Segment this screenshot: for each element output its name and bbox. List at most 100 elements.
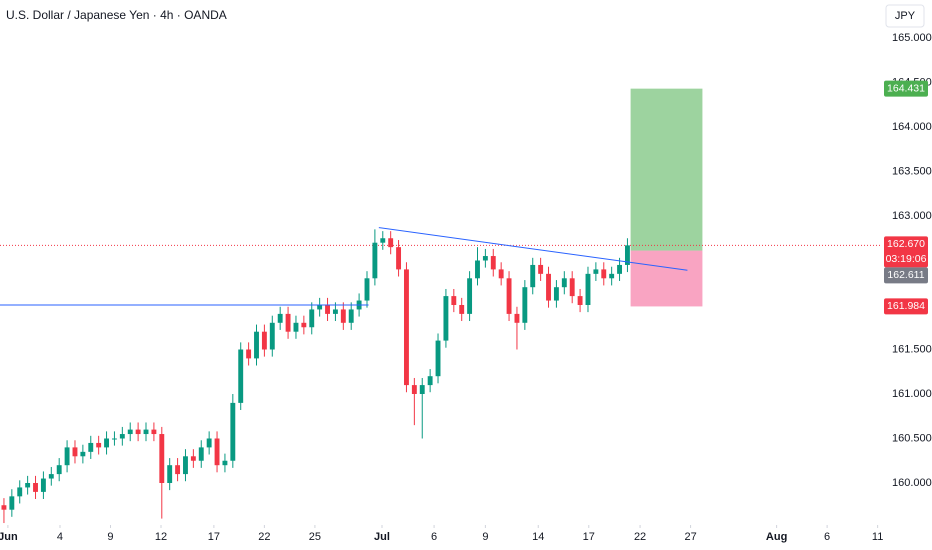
currency-label[interactable]: JPY	[895, 10, 916, 22]
candle-body	[183, 456, 188, 475]
x-tick-label: Jun	[0, 531, 18, 543]
candle-body	[190, 456, 196, 461]
candle-body	[17, 487, 23, 497]
candle-body	[530, 264, 536, 288]
candle-body	[419, 385, 425, 394]
candle-body	[309, 309, 315, 328]
stop-zone	[630, 250, 703, 307]
candle-body	[40, 478, 46, 492]
candle-body	[482, 256, 488, 261]
y-tick-label: 163.500	[892, 165, 932, 177]
y-tick-label: 161.500	[892, 343, 932, 355]
x-tick-label: 27	[684, 531, 696, 543]
candle-body	[254, 331, 259, 359]
candle-body	[380, 238, 386, 243]
candle-body	[1, 505, 7, 510]
x-tick-label: Aug	[766, 531, 787, 543]
candle-body	[332, 309, 338, 314]
candle-body	[451, 296, 457, 305]
candle-body	[459, 304, 465, 314]
candle-body	[80, 451, 86, 457]
chart-title: U.S. Dollar / Japanese Yen · 4h · OANDA	[6, 8, 227, 22]
price-label-bg	[884, 236, 928, 268]
x-tick-label: 22	[634, 531, 646, 543]
candle-body	[238, 349, 244, 403]
candle-body	[104, 438, 109, 448]
x-tick-label: 9	[482, 531, 488, 543]
countdown-label: 03:19:06	[886, 253, 927, 265]
candle-body	[490, 256, 496, 270]
candle-body	[175, 465, 181, 475]
candle-body	[285, 313, 291, 332]
candle-body	[25, 482, 31, 488]
candle-body	[269, 322, 275, 350]
candle-body	[364, 278, 370, 301]
candle-body	[135, 429, 141, 435]
candle-body	[411, 385, 417, 394]
x-tick-label: 17	[583, 531, 595, 543]
candle-body	[159, 434, 165, 483]
x-tick-label: 9	[107, 531, 113, 543]
candle-body	[348, 309, 354, 323]
candle-body	[427, 376, 433, 386]
x-tick-label: 6	[824, 531, 830, 543]
candle-body	[538, 264, 544, 274]
candle-body	[388, 238, 394, 248]
x-tick-label: 6	[431, 531, 437, 543]
y-tick-label: 165.000	[892, 32, 932, 44]
candle-body	[48, 474, 54, 479]
candle-body	[277, 313, 283, 323]
candle-body	[435, 340, 441, 377]
candle-body	[56, 465, 62, 475]
candle-body	[546, 273, 551, 301]
candle-body	[214, 438, 220, 466]
y-tick-label: 160.000	[892, 477, 932, 489]
candle-body	[467, 278, 473, 314]
y-tick-label: 163.000	[892, 210, 932, 222]
candle-body	[293, 322, 299, 332]
candle-body	[624, 245, 630, 265]
candle-body	[506, 278, 512, 314]
candle-body	[585, 273, 591, 305]
x-tick-label: 12	[155, 531, 167, 543]
candle-body	[33, 482, 38, 492]
candle-body	[261, 331, 267, 350]
y-tick-label: 164.000	[892, 121, 932, 133]
candle-body	[601, 269, 607, 279]
price-label: 162.670	[887, 238, 925, 250]
candle-body	[404, 269, 409, 386]
candle-body	[111, 438, 117, 440]
candle-body	[167, 465, 173, 483]
candle-body	[119, 434, 125, 439]
price-label: 164.431	[887, 82, 925, 94]
candle-body	[9, 496, 15, 510]
candle-body	[222, 460, 228, 466]
candle-body	[569, 278, 575, 297]
candle-body	[206, 438, 212, 448]
x-tick-label: 17	[208, 531, 220, 543]
price-label-bg	[884, 267, 928, 284]
price-label: 162.611	[887, 269, 924, 281]
candle-body	[143, 429, 149, 435]
price-label: 161.984	[887, 300, 925, 312]
price-label-bg	[884, 298, 928, 315]
x-tick-label: 11	[872, 531, 883, 543]
candle-body	[325, 304, 330, 314]
candle-body	[127, 429, 133, 435]
x-tick-label: 25	[309, 531, 321, 543]
candle-body	[64, 447, 70, 466]
currency-button[interactable]	[885, 4, 925, 28]
x-tick-label: 14	[532, 531, 544, 543]
x-tick-label: Jul	[374, 531, 390, 543]
candle-body	[522, 287, 528, 323]
candle-body	[577, 296, 583, 305]
candle-body	[340, 309, 346, 323]
candle-body	[151, 429, 157, 435]
price-label-bg	[884, 80, 928, 97]
candle-body	[561, 278, 567, 288]
candle-body	[609, 273, 615, 279]
candle-body	[372, 242, 378, 279]
candle-body	[198, 447, 204, 461]
candle-body	[443, 296, 449, 341]
